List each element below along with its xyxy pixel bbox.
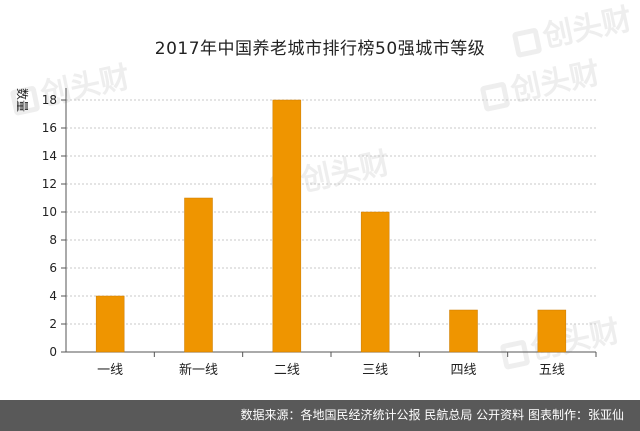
bar-5 xyxy=(449,309,478,353)
bar-chart: 0 2 4 6 8 10 12 14 16 18 一线 新一线 二线 三线 四线 五线 数量 xyxy=(15,88,597,378)
y-tick-label: 12 xyxy=(42,177,57,191)
bars xyxy=(95,99,567,353)
y-tick-label: 14 xyxy=(42,149,57,163)
grid-lines xyxy=(66,99,596,325)
chart-title: 2017年中国养老城市排行榜50强城市等级 xyxy=(154,39,486,59)
bar-3 xyxy=(272,99,302,353)
y-tick-label: 4 xyxy=(49,289,57,303)
y-tick-label: 16 xyxy=(42,121,57,135)
footer-source: 数据来源：各地国民经济统计公报 民航总局 公开资料 图表制作：张亚仙 xyxy=(0,400,640,431)
axes xyxy=(61,88,597,357)
tick-labels: 0 2 4 6 8 10 12 14 16 18 一线 新一线 二线 三线 四线 五线 xyxy=(42,93,565,378)
x-tick-label: 三线 xyxy=(362,363,388,378)
y-tick-label: 10 xyxy=(42,205,57,219)
x-tick-label: 一线 xyxy=(97,363,123,378)
bar-2 xyxy=(184,197,213,353)
y-axis-label: 数量 xyxy=(15,88,30,112)
y-tick-label: 0 xyxy=(49,345,57,359)
x-tick-label: 二线 xyxy=(274,363,300,378)
y-tick-label: 2 xyxy=(49,317,57,331)
x-tick-label: 五线 xyxy=(539,363,565,378)
x-tick-label: 四线 xyxy=(450,363,476,378)
y-tick-label: 6 xyxy=(49,261,57,275)
x-tick-label: 新一线 xyxy=(179,362,218,378)
bar-1 xyxy=(95,295,125,353)
y-tick-label: 18 xyxy=(42,93,57,107)
bar-6 xyxy=(537,309,567,353)
bar-4 xyxy=(360,211,390,353)
y-tick-label: 8 xyxy=(49,233,57,247)
